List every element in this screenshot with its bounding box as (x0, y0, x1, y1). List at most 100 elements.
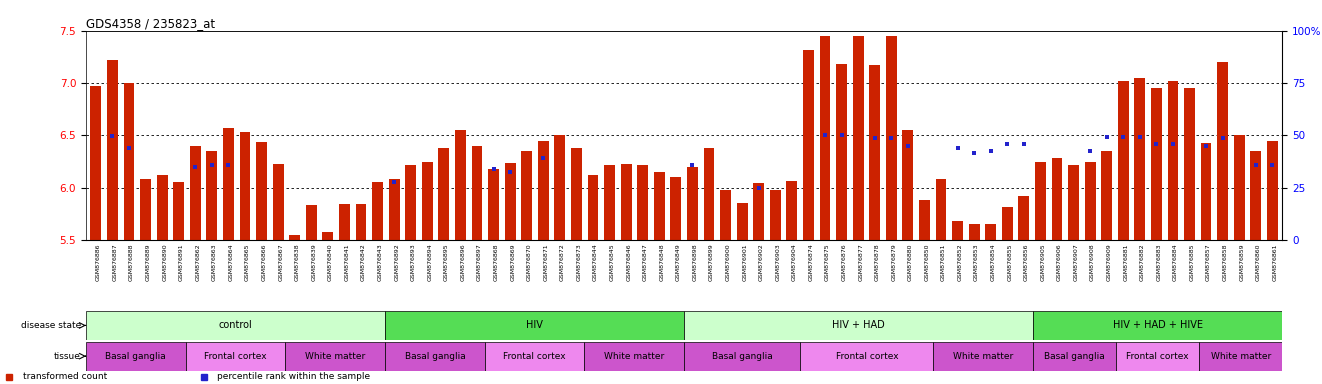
Bar (1118, 81, 1129, 240)
Text: GSM876843: GSM876843 (378, 243, 382, 281)
Bar (356, 204, 366, 240)
Text: GDS4358 / 235823_at: GDS4358 / 235823_at (86, 17, 215, 30)
Bar (1266, 141, 1278, 240)
Bar (206, 151, 217, 240)
Text: GSM876858: GSM876858 (1223, 243, 1228, 281)
Text: percentile rank within the sample: percentile rank within the sample (217, 372, 370, 381)
Text: GSM876842: GSM876842 (361, 243, 366, 281)
Bar (687, 167, 698, 240)
Bar (1251, 151, 1261, 240)
Text: GSM876867: GSM876867 (278, 243, 283, 281)
Bar (571, 148, 582, 240)
Bar (190, 146, 201, 240)
Bar (305, 205, 317, 240)
Text: GSM876893: GSM876893 (411, 243, 415, 281)
Text: GSM876890: GSM876890 (163, 243, 167, 281)
Bar (654, 172, 665, 240)
Bar (140, 179, 151, 240)
Bar (720, 190, 731, 240)
Text: GSM876861: GSM876861 (1272, 243, 1277, 281)
Bar (385, 311, 683, 340)
Text: GSM876876: GSM876876 (842, 243, 846, 281)
Bar (1167, 81, 1178, 240)
Bar (1085, 162, 1096, 240)
Text: GSM876845: GSM876845 (609, 243, 615, 281)
Bar (521, 151, 531, 240)
Text: GSM876853: GSM876853 (974, 243, 980, 281)
Bar (1134, 78, 1145, 240)
Bar (385, 342, 485, 371)
Text: transformed count: transformed count (24, 372, 107, 381)
Bar (86, 311, 385, 340)
Text: GSM876844: GSM876844 (594, 243, 598, 281)
Text: GSM876848: GSM876848 (660, 243, 664, 281)
Text: GSM876864: GSM876864 (229, 243, 234, 281)
Text: GSM876886: GSM876886 (97, 243, 100, 281)
Bar (239, 132, 250, 240)
Text: GSM876871: GSM876871 (543, 243, 549, 281)
Bar (373, 182, 383, 240)
Bar (870, 65, 880, 240)
Bar (90, 86, 102, 240)
Bar (1199, 342, 1282, 371)
Text: GSM876863: GSM876863 (212, 243, 217, 281)
Bar (290, 235, 300, 240)
Bar (670, 177, 681, 240)
Text: GSM876879: GSM876879 (891, 243, 896, 281)
Bar (1032, 342, 1116, 371)
Text: GSM876878: GSM876878 (875, 243, 879, 281)
Text: White matter: White matter (1211, 352, 1270, 361)
Text: GSM876883: GSM876883 (1157, 243, 1162, 281)
Text: GSM876875: GSM876875 (825, 243, 830, 281)
Bar (754, 184, 764, 240)
Bar (769, 190, 781, 240)
Text: GSM876846: GSM876846 (627, 243, 631, 281)
Text: GSM876882: GSM876882 (1140, 243, 1145, 281)
Bar (406, 165, 416, 240)
Bar (455, 130, 465, 240)
Text: Frontal cortex: Frontal cortex (504, 352, 566, 361)
Text: GSM876894: GSM876894 (427, 243, 432, 281)
Text: GSM876840: GSM876840 (328, 243, 333, 281)
Text: GSM876906: GSM876906 (1058, 243, 1062, 281)
Text: GSM876852: GSM876852 (957, 243, 962, 281)
Bar (286, 342, 385, 371)
Text: GSM876904: GSM876904 (792, 243, 797, 281)
Bar (637, 165, 648, 240)
Bar (886, 36, 896, 240)
Text: GSM876851: GSM876851 (941, 243, 947, 281)
Text: Basal ganglia: Basal ganglia (405, 352, 465, 361)
Text: White matter: White matter (953, 352, 1014, 361)
Text: GSM876855: GSM876855 (1007, 243, 1013, 281)
Bar (919, 200, 929, 240)
Text: GSM876900: GSM876900 (726, 243, 731, 281)
Bar (223, 128, 234, 240)
Bar (472, 146, 483, 240)
Bar (1200, 143, 1211, 240)
Bar (703, 148, 714, 240)
Text: HIV: HIV (526, 320, 543, 331)
Bar (736, 204, 747, 240)
Text: GSM876859: GSM876859 (1239, 243, 1244, 281)
Text: GSM876880: GSM876880 (908, 243, 912, 281)
Text: GSM876898: GSM876898 (693, 243, 698, 281)
Bar (787, 181, 797, 240)
Bar (272, 164, 283, 240)
Bar (621, 164, 632, 240)
Bar (554, 136, 566, 240)
Bar (1002, 207, 1013, 240)
Text: GSM876901: GSM876901 (742, 243, 747, 281)
Text: GSM876862: GSM876862 (196, 243, 201, 281)
Text: Frontal cortex: Frontal cortex (836, 352, 898, 361)
Bar (86, 342, 185, 371)
Bar (1101, 151, 1112, 240)
Bar (1151, 88, 1162, 240)
Bar (107, 60, 118, 240)
Bar (933, 342, 1032, 371)
Text: GSM876841: GSM876841 (345, 243, 349, 281)
Text: GSM876860: GSM876860 (1256, 243, 1261, 281)
Bar (1185, 88, 1195, 240)
Text: GSM876888: GSM876888 (130, 243, 134, 281)
Bar (1035, 162, 1046, 240)
Bar (538, 141, 549, 240)
